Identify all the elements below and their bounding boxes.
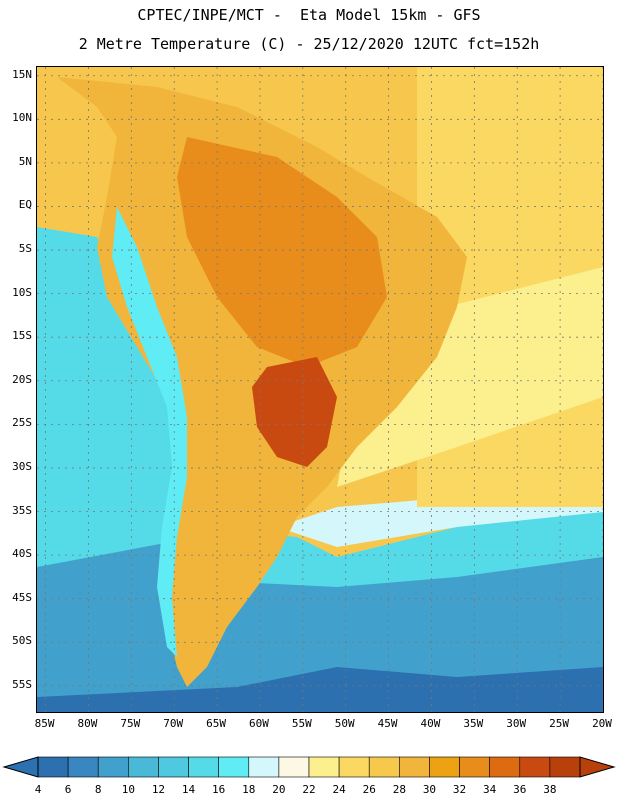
colorbar-cell (67, 756, 99, 778)
colorbar-value: 26 (362, 783, 376, 796)
colorbar-value: 12 (151, 783, 166, 796)
lat-label: 15N (12, 67, 32, 81)
lat-label: 5S (18, 242, 32, 256)
region-amazon-hot (177, 137, 387, 367)
lat-label: 55S (12, 677, 32, 691)
lat-label: 35S (12, 503, 32, 517)
colorbar-cell (489, 756, 521, 778)
colorbar-value: 30 (422, 783, 437, 796)
lat-label: 45S (12, 590, 32, 604)
lon-label: 55W (291, 717, 312, 730)
colorbar-cell (128, 756, 159, 778)
lat-label: 5N (18, 154, 32, 168)
lon-label: 85W (34, 717, 55, 730)
colorbar-left-arrow (2, 756, 39, 778)
lat-label: EQ (18, 198, 32, 212)
lat-label: 10N (12, 111, 32, 125)
colorbar-cell (549, 756, 581, 778)
colorbar-cell (158, 756, 189, 778)
colorbar-value: 6 (64, 783, 72, 796)
colorbar-cell (399, 756, 430, 778)
lat-label: 40S (12, 547, 32, 561)
lat-label: 25S (12, 416, 32, 430)
lat-label: 10S (12, 285, 32, 299)
region-andes-cold (112, 207, 187, 657)
colorbar-value: 32 (452, 783, 467, 796)
colorbar-cell (308, 756, 340, 778)
graticule (37, 67, 603, 712)
colorbar-cell (429, 756, 460, 778)
colorbar-value: 18 (242, 783, 256, 796)
lon-label: 50W (334, 717, 355, 730)
lon-label: 60W (249, 717, 269, 730)
color-scale-bar (2, 756, 616, 778)
lon-label: 45W (377, 717, 398, 730)
map-title-line-1: CPTEC/INPE/MCT - Eta Model 15km - GFS (137, 6, 481, 24)
lon-label: 30W (506, 717, 527, 730)
colorbar-value: 36 (513, 783, 527, 796)
lon-label: 65W (206, 717, 227, 730)
region-central-hot (252, 357, 337, 467)
colorbar-value: 24 (332, 783, 346, 796)
temperature-map (37, 67, 603, 712)
colorbar-value: 20 (272, 783, 286, 796)
colorbar-value: 10 (121, 783, 135, 796)
colorbar-cell (188, 756, 219, 778)
lon-label: 70W (163, 717, 184, 730)
colorbar-value: 14 (181, 783, 196, 796)
colorbar-cell (519, 756, 551, 778)
colorbar-cell (37, 756, 69, 778)
colorbar-cell (368, 756, 400, 778)
colorbar-value: 38 (543, 783, 557, 796)
colorbar-cell (338, 756, 370, 778)
colorbar-value: 8 (94, 783, 102, 796)
colorbar-cell (218, 756, 250, 778)
colorbar-right-arrow (579, 756, 616, 778)
colorbar-cell (278, 756, 310, 778)
colorbar-cell (459, 756, 490, 778)
lat-label: 50S (12, 634, 32, 648)
lon-label: 75W (120, 717, 141, 730)
colorbar-value: 34 (483, 783, 497, 796)
colorbar-value: 4 (34, 783, 42, 796)
lon-label: 20W (592, 717, 612, 730)
region-cool-ocean-south (187, 507, 603, 587)
map-frame[interactable] (36, 66, 604, 713)
lat-label: 30S (12, 459, 32, 473)
lat-label: 15S (12, 329, 32, 343)
lon-label: 25W (549, 717, 570, 730)
colorbar-cell (248, 756, 280, 778)
colorbar-value: 16 (212, 783, 226, 796)
lon-label: 80W (77, 717, 98, 730)
colorbar-value: 22 (302, 783, 316, 796)
colorbar-value: 28 (392, 783, 406, 796)
lon-label: 35W (463, 717, 484, 730)
map-title-line-2: 2 Metre Temperature (C) - 25/12/2020 12U… (78, 35, 540, 53)
region-cool-ocean-west (37, 227, 197, 567)
lon-label: 40W (420, 717, 441, 730)
lat-label: 20S (12, 372, 32, 386)
colorbar-cell (97, 756, 129, 778)
